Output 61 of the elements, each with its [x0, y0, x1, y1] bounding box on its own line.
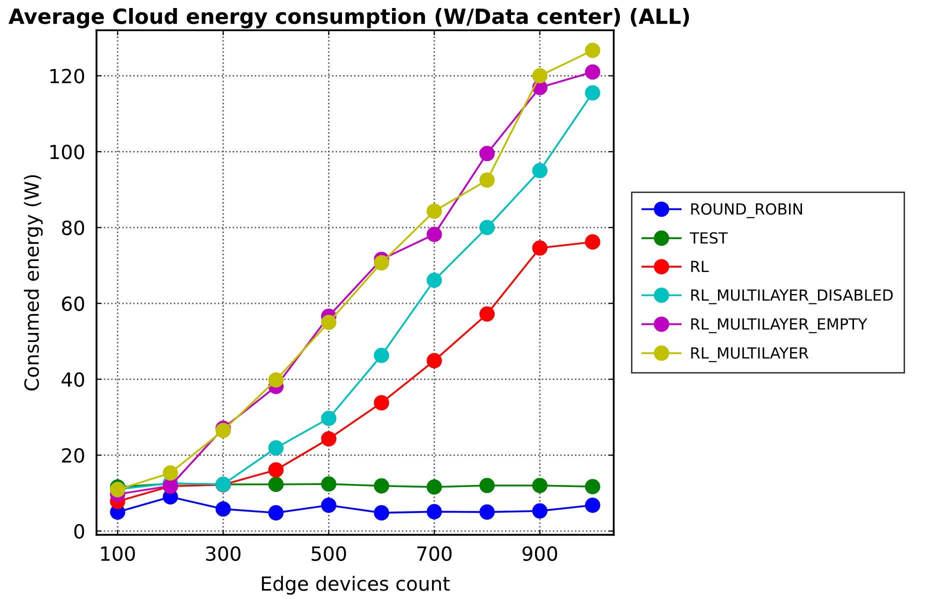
point: [479, 172, 495, 188]
point: [321, 431, 336, 446]
point: [532, 162, 548, 178]
legend-label: RL_MULTILAYER: [691, 347, 808, 362]
point: [479, 146, 495, 162]
point: [479, 306, 495, 322]
point: [532, 240, 548, 256]
point: [321, 314, 336, 330]
y-tick-label: 0: [74, 524, 84, 539]
point: [426, 504, 442, 520]
point: [321, 498, 336, 513]
legend-label: RL: [691, 260, 709, 272]
point: [426, 272, 442, 288]
y-tick-label: 60: [62, 296, 84, 312]
point: [426, 204, 442, 219]
legend-label: ROUND_ROBIN: [691, 203, 802, 218]
x-tick-label: 500: [312, 546, 346, 561]
x-tick-label: 100: [101, 546, 135, 561]
y-tick-label: 100: [50, 144, 84, 160]
point: [374, 505, 390, 520]
point: [426, 479, 442, 495]
y-axis-title: Consumed energy (W): [24, 175, 43, 390]
y-tick-label: 120: [50, 68, 84, 84]
point: [532, 478, 548, 494]
point: [268, 476, 284, 492]
point: [374, 478, 390, 494]
legend-label: RL_MULTILAYER_DISABLED: [691, 289, 893, 304]
point: [321, 410, 336, 426]
point: [268, 462, 284, 478]
point: [268, 440, 284, 456]
legend-label: RL_MULTILAYER_EMPTY: [691, 318, 868, 334]
point: [584, 64, 600, 80]
point: [162, 465, 178, 481]
point: [268, 505, 284, 520]
point: [532, 68, 548, 84]
x-tick-label: 700: [417, 546, 452, 561]
point: [584, 498, 600, 513]
point: [268, 372, 284, 388]
point: [584, 85, 600, 100]
point: [216, 501, 231, 517]
y-tick-label: 40: [62, 372, 84, 387]
chart-title: Average Cloud energy consumption (W/Data center) (ALL): [8, 8, 689, 28]
point: [426, 353, 442, 368]
point: [584, 234, 600, 250]
point: [532, 503, 548, 519]
point: [479, 504, 495, 520]
point: [479, 220, 495, 236]
point: [584, 42, 600, 58]
x-tick-label: 900: [522, 546, 558, 561]
point: [426, 226, 442, 242]
legend-label: TEST: [690, 232, 728, 244]
point: [374, 348, 390, 364]
point: [479, 478, 495, 494]
x-tick-label: 300: [206, 546, 240, 561]
x-axis-title: Edge devices count: [262, 576, 450, 595]
point: [584, 479, 600, 494]
point: [321, 476, 336, 492]
y-tick-label: 20: [62, 448, 84, 463]
y-tick-label: 80: [62, 220, 84, 236]
point: [374, 255, 390, 270]
point: [374, 395, 390, 410]
